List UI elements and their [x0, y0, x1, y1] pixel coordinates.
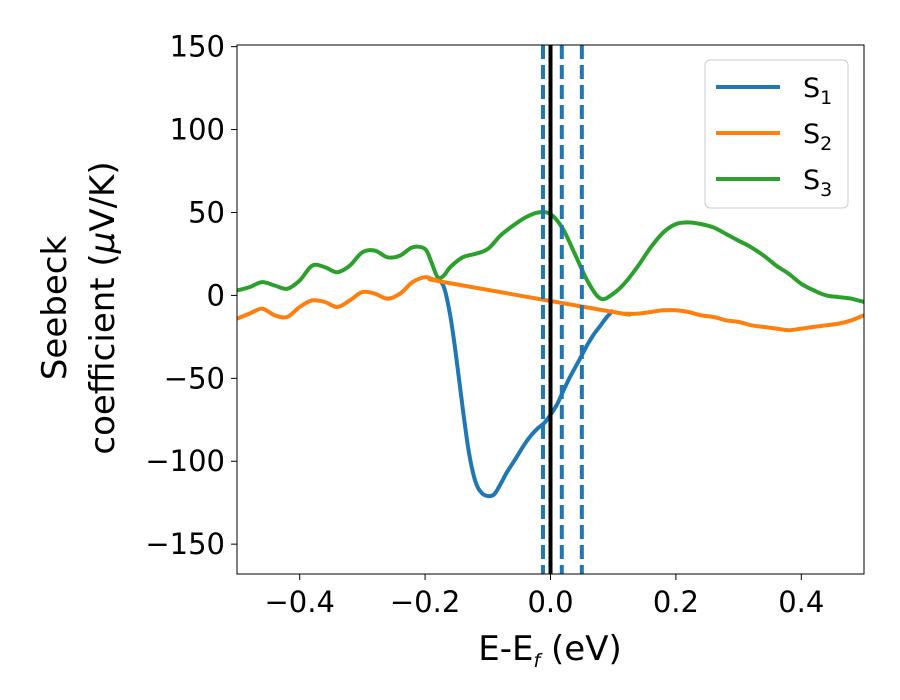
y-tick-label: −100 — [145, 444, 225, 478]
plot-lines — [237, 45, 864, 574]
y-tick-label: 150 — [170, 30, 225, 64]
series-line-s3 — [237, 210, 864, 304]
legend-label-s1: S1 — [803, 73, 832, 109]
y-axis-label-line1: Seebeck — [35, 236, 75, 381]
y-tick-label: −150 — [145, 527, 225, 561]
legend-label-s3: S3 — [803, 165, 832, 201]
x-tick-label: −0.2 — [390, 585, 460, 619]
x-axis-label-sub: f — [534, 650, 544, 672]
y-tick-label: 100 — [170, 113, 225, 147]
x-axis-label: E-Ef (eV) — [478, 629, 621, 672]
y-axis-label-line2: coefficient (μV/K) — [83, 161, 123, 454]
x-tick-label: 0.2 — [653, 585, 699, 619]
x-tick-label: 0.0 — [527, 585, 573, 619]
legend: S1 S2 S3 — [704, 59, 849, 209]
series-line-s2 — [237, 275, 864, 333]
series-line-s1 — [436, 277, 615, 499]
y-tick-label: 50 — [188, 195, 225, 229]
y-axis-label: Seebeck coefficient (μV/K) — [35, 161, 123, 454]
ticks: −0.4 −0.2 0.0 0.2 0.4 −150 −100 −50 0 50 100 150 — [145, 30, 824, 619]
x-tick-label: 0.4 — [778, 585, 824, 619]
y-tick-label: 0 — [207, 278, 225, 312]
x-tick-label: −0.4 — [264, 585, 334, 619]
legend-label-s2: S2 — [803, 119, 832, 155]
y-tick-label: −50 — [164, 361, 225, 395]
